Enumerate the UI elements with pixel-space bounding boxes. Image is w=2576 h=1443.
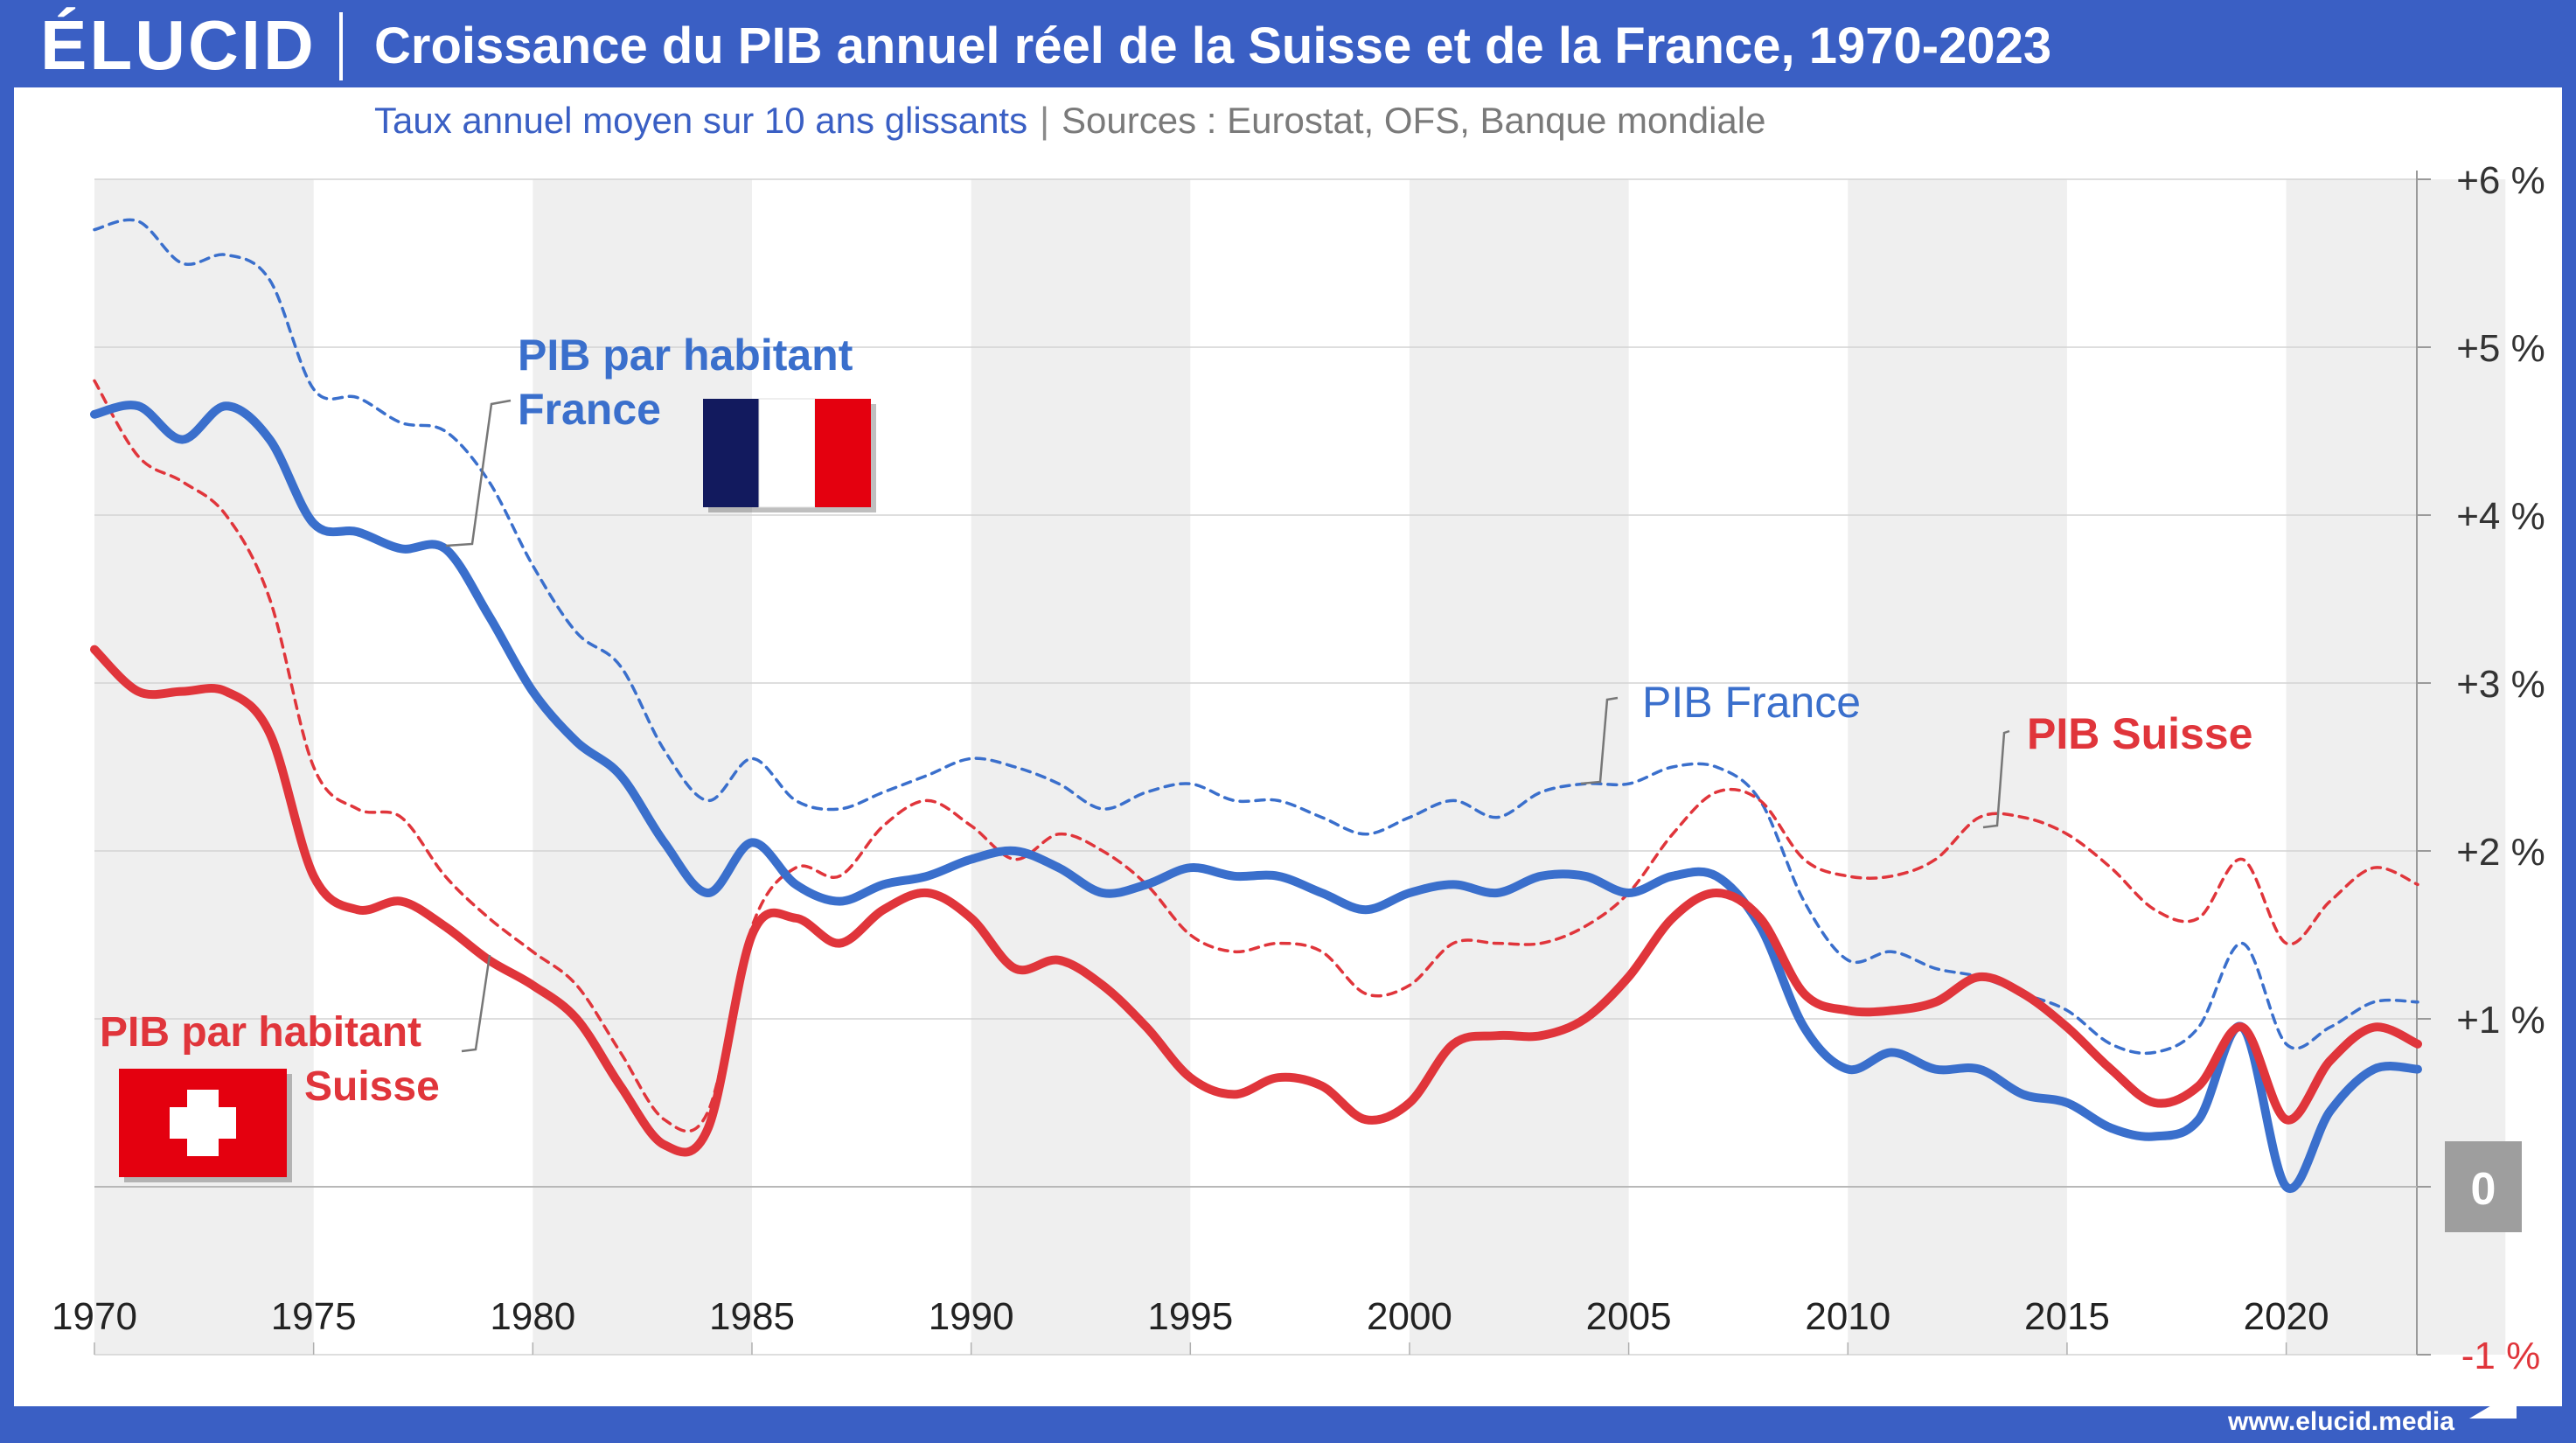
- label-pib-france: PIB France: [1642, 678, 1861, 727]
- leader-pib-france: [1580, 696, 1619, 785]
- leader-pib-suisse: [1982, 729, 2010, 829]
- y-tick-label: -1 %: [2461, 1335, 2540, 1377]
- flag-france-white: [758, 398, 816, 508]
- decade-band: [533, 179, 752, 1355]
- y-tick-label: +2 %: [2456, 831, 2545, 874]
- x-tick-label: 1990: [929, 1295, 1014, 1338]
- x-tick-label: 2020: [2244, 1295, 2329, 1338]
- series-line-pib-france: [93, 218, 2419, 1056]
- y-tick-label: +5 %: [2456, 327, 2545, 370]
- series-line-pib-par-habitant-suisse: [90, 645, 2422, 1157]
- x-tick-label: 1975: [271, 1295, 357, 1338]
- y-tick-label: +3 %: [2456, 663, 2545, 706]
- label-hab-suisse-line2: Suisse: [304, 1063, 440, 1110]
- footer-url[interactable]: www.elucid.media: [2228, 1407, 2454, 1436]
- chart-subtitle: Taux annuel moyen sur 10 ans glissants | S…: [374, 96, 1765, 145]
- x-tick-label: 1995: [1147, 1295, 1233, 1338]
- flag-france-red: [815, 399, 871, 507]
- x-tick-label: 1970: [52, 1295, 137, 1338]
- chart-title: Croissance du PIB annuel réel de la Suis…: [374, 17, 2052, 74]
- label-hab-france-line1: PIB par habitant: [518, 331, 853, 380]
- y-tick-label: +1 %: [2456, 999, 2545, 1042]
- label-pib-suisse: PIB Suisse: [2027, 709, 2252, 758]
- flag-france-blue: [703, 399, 759, 507]
- elucid-mark-icon: [2469, 1391, 2517, 1419]
- series-line-pib-par-habitant-france: [90, 401, 2422, 1194]
- decade-band: [971, 179, 1191, 1355]
- zero-badge: [2445, 1141, 2522, 1232]
- y-tick-label: 0: [2471, 1164, 2496, 1215]
- series-line-pib-suisse: [93, 379, 2419, 1133]
- y-tick-label: +6 %: [2456, 159, 2545, 202]
- decade-band: [1409, 179, 1629, 1355]
- subtitle-separator: |: [1040, 100, 1050, 141]
- x-tick-label: 1980: [490, 1295, 575, 1338]
- decade-band: [1848, 179, 2067, 1355]
- x-tick-label: 2005: [1586, 1295, 1672, 1338]
- label-hab-suisse-line1: PIB par habitant: [100, 1009, 421, 1056]
- subtitle-text: Taux annuel moyen sur 10 ans glissants: [374, 100, 1028, 141]
- flag-suisse-cross-h: [170, 1107, 236, 1139]
- leader-hab-suisse: [461, 954, 491, 1053]
- x-tick-label: 2015: [2024, 1295, 2110, 1338]
- elucid-logo: ÉLUCID: [40, 6, 317, 84]
- x-tick-label: 2010: [1805, 1295, 1890, 1338]
- sources-text: Sources : Eurostat, OFS, Banque mondiale: [1062, 100, 1766, 141]
- x-tick-label: 2000: [1367, 1295, 1452, 1338]
- leader-hab-france: [445, 399, 512, 547]
- header-bar: ÉLUCID Croissance du PIB annuel réel de …: [0, 0, 2576, 87]
- logo-separator: [339, 12, 343, 80]
- x-tick-label: 1985: [709, 1295, 795, 1338]
- label-hab-france-line2: France: [518, 385, 661, 434]
- y-tick-label: +4 %: [2456, 495, 2545, 538]
